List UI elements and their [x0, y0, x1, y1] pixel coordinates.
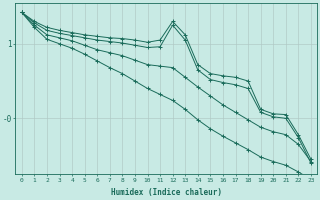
X-axis label: Humidex (Indice chaleur): Humidex (Indice chaleur) — [111, 188, 222, 197]
